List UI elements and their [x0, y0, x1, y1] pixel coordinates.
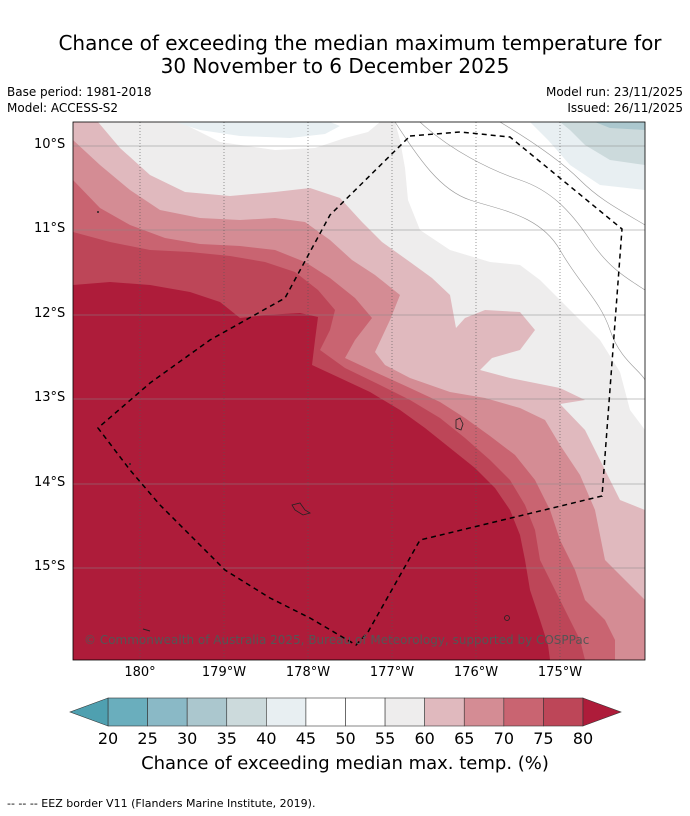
colorbar-under-arrow — [69, 697, 109, 727]
island-shape — [142, 628, 151, 632]
contour-line — [419, 122, 645, 291]
model-run-label: Model run: 23/11/2025 — [545, 85, 683, 99]
lat-label-15s: 15°S — [34, 559, 66, 574]
colorbar-tick-label: 40 — [256, 729, 277, 748]
colorbar-over-arrow — [582, 697, 622, 727]
eez-footnote: -- -- -- EEZ border V11 (Flanders Marine… — [7, 797, 316, 810]
lat-label-13s: 13°S — [34, 390, 66, 405]
colorbar-segment — [345, 697, 386, 727]
island-dot — [504, 615, 510, 621]
colorbar-title: Chance of exceeding median max. temp. (%… — [141, 753, 549, 774]
colorbar-tick-label: 65 — [454, 729, 475, 748]
issued-label: Issued: 26/11/2025 — [567, 101, 683, 115]
colorbar-tick-label: 55 — [374, 729, 396, 748]
band-30-35-ne — [595, 122, 645, 130]
lon-label-180: 180° — [124, 665, 156, 680]
colorbar-tick-label: 70 — [493, 729, 515, 748]
colorbar-segment — [503, 697, 544, 727]
lon-label-176w: 176°W — [453, 665, 499, 680]
latitude-gridlines — [73, 145, 645, 569]
colorbar-segment — [543, 697, 584, 727]
colorbar-segment — [226, 697, 267, 727]
eez-border — [96, 131, 623, 646]
band-over-80 — [73, 282, 550, 660]
colorbar-segment — [463, 697, 505, 727]
lat-label-11s: 11°S — [34, 221, 66, 236]
map-title-line2: 30 November to 6 December 2025 — [160, 54, 510, 78]
map-frame — [72, 121, 646, 661]
lat-label-10s: 10°S — [34, 137, 66, 152]
colorbar-tick-label: 75 — [533, 729, 554, 748]
colorbar-segment — [147, 697, 188, 727]
colorbar-segment — [424, 697, 465, 727]
band-35-40-ne — [560, 122, 645, 165]
colorbar-segment — [305, 697, 346, 727]
lon-label-179w: 179°W — [201, 665, 247, 680]
colorbar-tick-label: 25 — [137, 729, 158, 748]
model-label: Model: ACCESS-S2 — [7, 101, 119, 115]
colorbar-tick-label: 20 — [97, 729, 119, 748]
lon-label-177w: 177°W — [369, 665, 415, 680]
lon-label-175w: 175°W — [537, 665, 583, 680]
island-shape — [291, 502, 311, 516]
lat-label-14s: 14°S — [34, 475, 66, 490]
colorbar-tick-label: 60 — [414, 729, 435, 748]
map-title-line1: Chance of exceeding the median maximum t… — [58, 31, 662, 55]
lat-label-12s: 12°S — [34, 306, 66, 321]
colorbar — [69, 697, 622, 727]
colorbar-tick-label: 35 — [216, 729, 237, 748]
colorbar-tick-label: 30 — [176, 729, 198, 748]
colorbar-segment — [186, 697, 228, 727]
colorbar-tick-label: 45 — [295, 729, 317, 748]
base-period-label: Base period: 1981-2018 — [7, 85, 152, 99]
contour-line — [499, 122, 645, 226]
colorbar-segment — [107, 697, 148, 727]
colorbar-tick-label: 80 — [572, 729, 594, 748]
island-dot — [97, 211, 99, 213]
copyright-notice: © Commonwealth of Australia 2025, Bureau… — [84, 633, 590, 647]
contour-line — [394, 122, 645, 381]
lon-label-178w: 178°W — [285, 665, 331, 680]
island-shape — [455, 417, 464, 431]
colorbar-tick-label: 50 — [335, 729, 356, 748]
band-40-45-n — [175, 122, 340, 138]
colorbar-segment — [266, 697, 307, 727]
colorbar-segment — [384, 697, 425, 727]
island-dot — [129, 463, 131, 465]
